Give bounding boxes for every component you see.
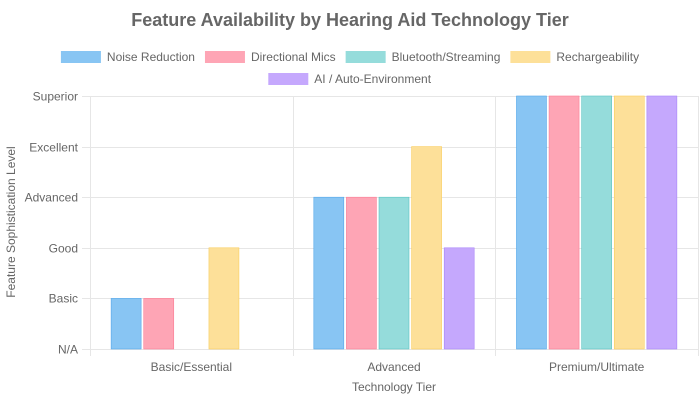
y-tick-label: N/A bbox=[58, 343, 78, 357]
y-tick-label: Superior bbox=[33, 90, 78, 104]
legend-label: Directional Mics bbox=[251, 50, 336, 64]
bar bbox=[646, 95, 678, 350]
bar bbox=[346, 196, 377, 350]
legend-swatch bbox=[345, 51, 386, 63]
y-tick-label: Good bbox=[49, 242, 78, 256]
bar bbox=[548, 95, 580, 350]
bar bbox=[110, 298, 142, 350]
legend-label: Bluetooth/Streaming bbox=[392, 50, 501, 64]
x-axis-ticks: Basic/Essential Advanced Premium/Ultimate bbox=[151, 360, 645, 374]
x-tick-label: Basic/Essential bbox=[151, 360, 232, 374]
legend-label: Noise Reduction bbox=[107, 50, 195, 64]
bar bbox=[378, 196, 410, 350]
legend-swatch bbox=[268, 73, 309, 85]
x-tick-label: Advanced bbox=[367, 360, 420, 374]
bar bbox=[581, 95, 612, 350]
legend-label: Rechargeability bbox=[556, 50, 639, 64]
chart-title: Feature Availability by Hearing Aid Tech… bbox=[131, 10, 568, 30]
bar bbox=[516, 95, 547, 350]
x-tick-label: Premium/Ultimate bbox=[549, 360, 645, 374]
bar bbox=[208, 247, 240, 350]
bars bbox=[110, 95, 678, 350]
bar bbox=[411, 146, 442, 350]
y-axis-ticks: N/A Basic Good Advanced Excellent Superior bbox=[25, 90, 79, 357]
legend-swatch bbox=[60, 51, 101, 63]
y-tick-label: Advanced bbox=[25, 191, 78, 205]
bar bbox=[143, 298, 175, 350]
bar bbox=[613, 95, 645, 350]
y-tick-label: Basic bbox=[49, 292, 78, 306]
bar bbox=[313, 196, 345, 350]
legend-label: AI / Auto-Environment bbox=[314, 72, 431, 86]
bar bbox=[443, 247, 475, 350]
legend: Noise Reduction Directional Mics Bluetooth… bbox=[60, 50, 639, 86]
x-axis-title: Technology Tier bbox=[352, 380, 436, 394]
y-axis-title: Feature Sophistication Level bbox=[4, 146, 18, 297]
legend-swatch bbox=[204, 51, 245, 63]
y-tick-label: Excellent bbox=[29, 141, 78, 155]
legend-swatch bbox=[510, 51, 551, 63]
